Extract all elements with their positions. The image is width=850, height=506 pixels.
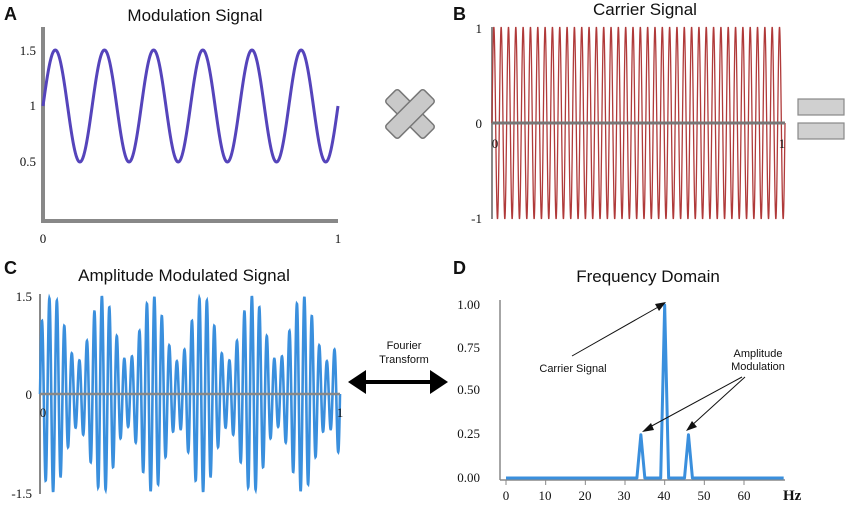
panel-c-ytick: 0 [26, 387, 33, 402]
arrow-head-icon [642, 423, 654, 432]
panel-b-ytick: 0 [476, 116, 483, 131]
carrier-annotation-arrow [571, 305, 661, 357]
panel-a-title: Modulation Signal [127, 6, 262, 25]
panel-d-ytick: 0.50 [457, 382, 480, 397]
fourier-label-line1: Fourier [387, 340, 422, 352]
panel-c-xtick: 0 [40, 405, 47, 420]
panel-d-ytick: 0.75 [457, 340, 480, 355]
panel-d-xlabel: Hz [783, 488, 802, 504]
fourier-transform-connector: Fourier Transform [348, 340, 448, 394]
equals-icon [797, 98, 845, 140]
arrow-right-head-icon [430, 370, 448, 394]
panel-c-ytick: 1.5 [16, 289, 32, 304]
panel-a: A Modulation Signal 1.5 1 0.5 0 1 [4, 4, 341, 246]
arrow-left-head-icon [348, 370, 366, 394]
panel-d-xtick: 50 [698, 488, 711, 503]
fourier-label-line2: Transform [379, 354, 429, 366]
panel-d-ytick: 0.25 [457, 426, 480, 441]
panel-c-xtick: 1 [337, 405, 344, 420]
panel-letter-b: B [453, 4, 466, 24]
panel-d-title: Frequency Domain [576, 267, 720, 286]
panel-letter-d: D [453, 258, 466, 278]
panel-letter-c: C [4, 258, 17, 278]
multiply-icon [385, 89, 435, 139]
panel-b-ytick: -1 [471, 211, 482, 226]
panel-c-ytick: -1.5 [11, 486, 32, 501]
am-annotation-line2: Modulation [731, 361, 785, 373]
am-annotation-arrow-right [689, 376, 746, 428]
panel-d-xtick: 30 [618, 488, 631, 503]
panel-a-xtick: 0 [40, 231, 47, 246]
panel-b-xtick: 1 [779, 136, 786, 151]
panel-d-xtick: 0 [503, 488, 510, 503]
panel-b-xtick: 0 [492, 136, 499, 151]
panel-a-ytick: 0.5 [20, 154, 36, 169]
panel-d-xtick: 10 [539, 488, 552, 503]
panel-d-xtick: 60 [738, 488, 751, 503]
panel-a-xtick: 1 [335, 231, 342, 246]
panel-a-ytick: 1.5 [20, 43, 36, 58]
carrier-signal-annotation: Carrier Signal [539, 363, 606, 375]
panel-d-ytick: 1.00 [457, 297, 480, 312]
am-annotation-arrow-left [647, 376, 743, 429]
panel-d-xtick: 40 [658, 488, 671, 503]
arrow-head-icon [655, 302, 666, 311]
panel-b: B Carrier Signal 1 0 -1 0 1 [453, 0, 786, 226]
panel-a-ytick: 1 [30, 98, 37, 113]
am-annotation-line1: Amplitude [734, 348, 783, 360]
panel-d-xtick: 20 [579, 488, 592, 503]
panel-letter-a: A [4, 4, 17, 24]
panel-c: C Amplitude Modulated Signal 1.5 0 -1.5 … [4, 258, 343, 501]
panel-d: D Frequency Domain 1.00 0.75 0.50 0.25 0… [453, 258, 802, 504]
panel-b-ytick: 1 [476, 21, 483, 36]
arrow-head-icon [686, 421, 697, 431]
panel-b-title: Carrier Signal [593, 0, 697, 19]
panel-c-title: Amplitude Modulated Signal [78, 266, 290, 285]
spectrum-series-line [506, 303, 784, 480]
modulation-series-line [41, 48, 340, 164]
panel-d-ytick: 0.00 [457, 470, 480, 485]
